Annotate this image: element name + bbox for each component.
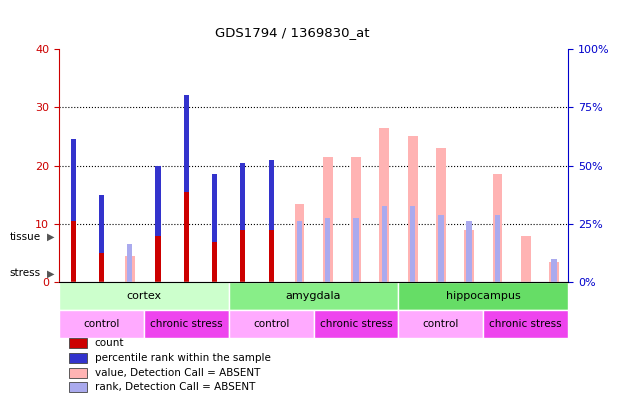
Bar bbox=[59, 282, 229, 310]
Text: control: control bbox=[253, 319, 289, 329]
Bar bbox=[314, 310, 399, 338]
Text: hippocampus: hippocampus bbox=[446, 291, 521, 301]
Bar bbox=[466, 221, 472, 282]
Bar bbox=[399, 282, 568, 310]
Bar bbox=[410, 207, 415, 282]
Text: ▶: ▶ bbox=[47, 269, 54, 278]
Bar bbox=[351, 157, 361, 282]
Bar bbox=[155, 166, 161, 282]
Text: GDS1794 / 1369830_at: GDS1794 / 1369830_at bbox=[215, 26, 369, 39]
Text: count: count bbox=[94, 338, 124, 348]
Bar bbox=[436, 148, 446, 282]
Bar bbox=[438, 215, 443, 282]
Bar bbox=[71, 139, 76, 221]
Bar bbox=[59, 282, 568, 405]
Bar bbox=[71, 139, 76, 282]
Bar bbox=[495, 215, 500, 282]
Bar bbox=[407, 136, 417, 282]
Text: control: control bbox=[423, 319, 459, 329]
Text: chronic stress: chronic stress bbox=[489, 319, 562, 329]
Text: ▶: ▶ bbox=[47, 232, 54, 242]
Bar bbox=[229, 310, 314, 338]
Bar bbox=[184, 95, 189, 192]
Bar bbox=[69, 382, 87, 392]
Bar bbox=[99, 195, 104, 282]
Bar bbox=[399, 310, 483, 338]
Bar bbox=[353, 218, 359, 282]
Bar bbox=[69, 338, 87, 348]
Text: stress: stress bbox=[9, 269, 40, 278]
Text: chronic stress: chronic stress bbox=[320, 319, 392, 329]
Bar bbox=[297, 221, 302, 282]
Bar bbox=[521, 236, 531, 282]
Bar bbox=[69, 368, 87, 377]
Bar bbox=[240, 163, 245, 230]
Bar bbox=[294, 204, 304, 282]
Bar bbox=[229, 282, 399, 310]
Text: value, Detection Call = ABSENT: value, Detection Call = ABSENT bbox=[94, 368, 260, 377]
Bar bbox=[382, 207, 387, 282]
Bar bbox=[269, 160, 274, 282]
Bar bbox=[325, 218, 330, 282]
Text: rank, Detection Call = ABSENT: rank, Detection Call = ABSENT bbox=[94, 382, 255, 392]
Text: chronic stress: chronic stress bbox=[150, 319, 222, 329]
Bar bbox=[69, 353, 87, 363]
Bar bbox=[240, 163, 245, 282]
Bar bbox=[212, 174, 217, 241]
Bar bbox=[212, 174, 217, 282]
Text: percentile rank within the sample: percentile rank within the sample bbox=[94, 353, 271, 363]
Bar bbox=[127, 245, 132, 282]
Bar bbox=[551, 259, 557, 282]
Bar bbox=[155, 166, 161, 236]
Bar bbox=[144, 310, 229, 338]
Text: amygdala: amygdala bbox=[286, 291, 342, 301]
Bar bbox=[323, 157, 333, 282]
Text: tissue: tissue bbox=[9, 232, 40, 242]
Bar bbox=[465, 230, 474, 282]
Bar bbox=[99, 195, 104, 253]
Bar bbox=[59, 310, 144, 338]
Bar bbox=[125, 256, 135, 282]
Bar bbox=[184, 95, 189, 282]
Bar bbox=[492, 174, 502, 282]
Bar bbox=[483, 310, 568, 338]
Bar bbox=[269, 160, 274, 230]
Text: control: control bbox=[83, 319, 120, 329]
Bar bbox=[549, 262, 559, 282]
Bar bbox=[379, 128, 389, 282]
Text: cortex: cortex bbox=[126, 291, 161, 301]
